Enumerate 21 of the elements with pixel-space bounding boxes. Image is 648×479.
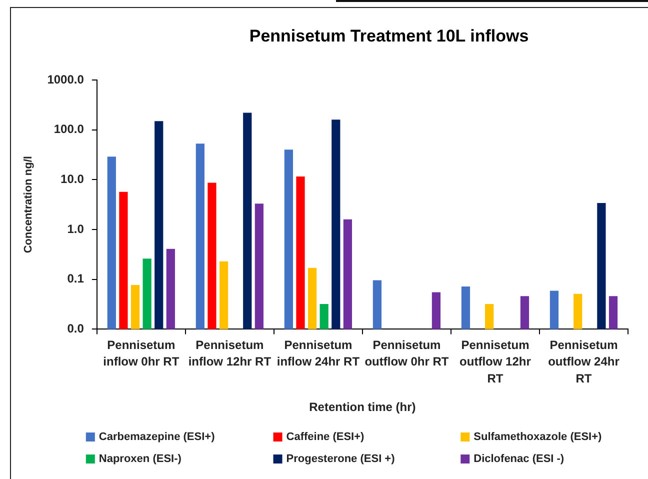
legend-label: Carbemazepine (ESI+) — [98, 431, 216, 444]
y-tick-label: 0.1 — [67, 272, 84, 286]
legend-label: Caffeine (ESI+) — [286, 431, 365, 444]
y-tick-label: 1000.0 — [47, 72, 84, 86]
x-tick-label: Pennisetum inflow 12hr RT — [188, 338, 272, 369]
y-tick-label: 0.0 — [67, 322, 84, 336]
chart-title: Pennisetum Treatment 10L inflows — [249, 26, 529, 46]
legend-label: Progesterone (ESI +) — [286, 453, 396, 466]
y-tick-label: 100.0 — [54, 122, 84, 136]
x-tick-label: Pennisetum outflow 12hr RT — [460, 338, 532, 386]
x-tick-label: Pennisetum outflow 24hr RT — [548, 338, 620, 386]
x-tick-label: Pennisetum inflow 24hr RT — [276, 338, 360, 369]
legend-label: Sulfamethoxazole (ESI+) — [474, 431, 602, 444]
x-tick-label: Pennisetum outflow 0hr RT — [364, 338, 450, 369]
legend-label: Diclofenac (ESI -) — [474, 453, 564, 466]
y-axis-title: Concentration ng/l — [22, 156, 35, 254]
x-axis-title: Retention time (hr) — [309, 400, 416, 414]
legend-label: Naproxen (ESI-) — [98, 453, 182, 466]
y-tick-label: 10.0 — [60, 172, 84, 186]
x-tick-label: Pennisetum inflow 0hr RT — [103, 338, 180, 369]
y-tick-label: 1.0 — [67, 222, 84, 236]
